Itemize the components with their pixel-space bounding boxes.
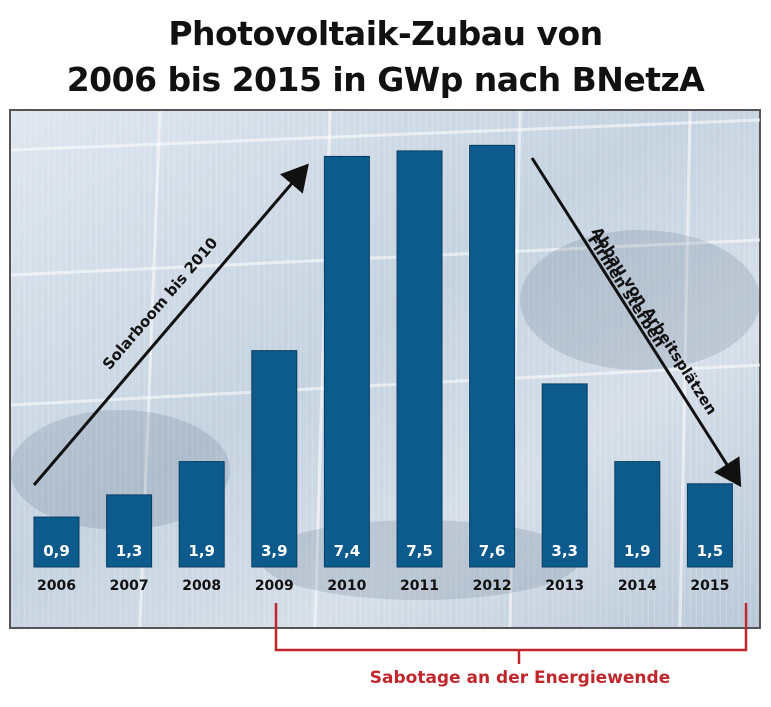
- chart-title-line-1: Photovoltaik-Zubau von: [168, 14, 603, 53]
- sabotage-bracket: [274, 603, 748, 664]
- value-labels-group: 0,9 1,3 1,9 3,9 7,4 7,5 7,6 3,3 1,9 1,5: [43, 542, 723, 560]
- x-tick-label-2007: 2007: [110, 578, 149, 594]
- value-label-2014: 1,9: [624, 542, 651, 560]
- chart-title-line-2: 2006 bis 2015 in GWp nach BNetzA: [66, 60, 705, 99]
- value-label-2009: 3,9: [261, 542, 288, 560]
- x-tick-label-2008: 2008: [182, 578, 221, 594]
- value-label-2008: 1,9: [188, 542, 215, 560]
- value-label-2013: 3,3: [551, 542, 578, 560]
- year-labels-group: 2006 2007 2008 2009 2010 2011 2012 2013 2014 2015: [37, 578, 729, 594]
- value-label-2007: 1,3: [116, 542, 143, 560]
- bar-2013: [541, 383, 588, 568]
- fall-arrow: [530, 157, 742, 488]
- value-label-2006: 0,9: [43, 542, 70, 560]
- value-label-2012: 7,6: [479, 542, 506, 560]
- value-label-2010: 7,4: [334, 542, 361, 560]
- bar-2015: [686, 483, 733, 568]
- bar-2010: [323, 155, 370, 568]
- x-tick-label-2010: 2010: [327, 578, 366, 594]
- bar-2014: [614, 461, 661, 568]
- bar-2007: [106, 494, 153, 568]
- bars-group: [33, 144, 733, 568]
- bar-2012: [469, 144, 516, 568]
- value-label-2011: 7,5: [406, 542, 433, 560]
- bar-2006: [33, 516, 80, 568]
- bar-2009: [251, 350, 298, 568]
- rise-arrow: [32, 163, 309, 486]
- x-tick-label-2011: 2011: [400, 578, 439, 594]
- bar-2011: [396, 150, 443, 568]
- x-tick-label-2015: 2015: [690, 578, 729, 594]
- bar-2008: [178, 461, 225, 568]
- x-tick-label-2012: 2012: [473, 578, 512, 594]
- value-label-2015: 1,5: [697, 542, 724, 560]
- x-tick-label-2014: 2014: [618, 578, 657, 594]
- sabotage-label: Sabotage an der Energiewende: [369, 668, 671, 688]
- x-tick-label-2009: 2009: [255, 578, 294, 594]
- x-tick-label-2013: 2013: [545, 578, 584, 594]
- x-tick-label-2006: 2006: [37, 578, 76, 594]
